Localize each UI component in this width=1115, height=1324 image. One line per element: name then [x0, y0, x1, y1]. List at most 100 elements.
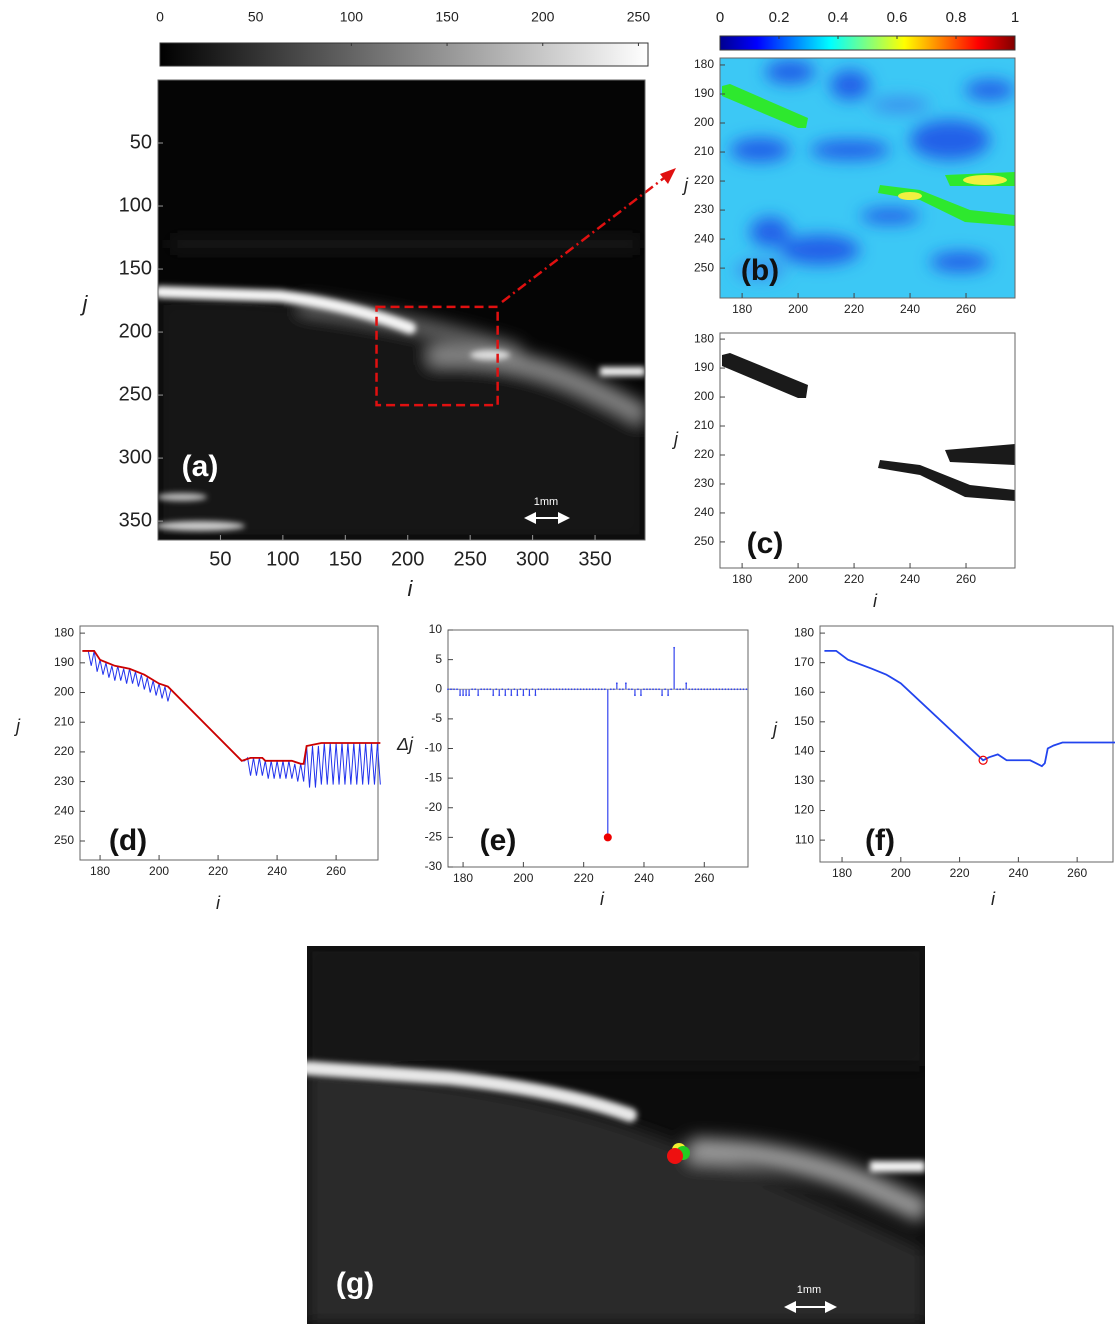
- stem-marker: [664, 688, 666, 690]
- y-axis-label: Δj: [396, 734, 414, 754]
- y-tick-label: 230: [694, 202, 714, 216]
- y-tick-label: 150: [794, 714, 814, 728]
- y-axis-label: j: [13, 716, 21, 736]
- stem-marker: [565, 688, 567, 690]
- y-tick-label: 240: [54, 803, 74, 817]
- y-tick-label: 110: [795, 832, 814, 846]
- stem-marker: [550, 688, 552, 690]
- stem-marker: [737, 688, 739, 690]
- y-tick-label: 250: [694, 534, 714, 548]
- stem-marker: [734, 688, 736, 690]
- x-tick-label: 200: [788, 302, 808, 316]
- y-tick-label: 200: [694, 389, 714, 403]
- colorbar-tick-label: 0: [156, 9, 164, 25]
- y-tick-label: -15: [425, 770, 443, 784]
- y-tick-label: -25: [425, 830, 443, 844]
- stem-marker: [522, 694, 524, 696]
- stem-marker: [601, 688, 603, 690]
- stem-marker: [553, 688, 555, 690]
- stem-marker: [519, 688, 521, 690]
- x-tick-label: 260: [956, 302, 976, 316]
- stem-marker: [486, 688, 488, 690]
- y-tick-label: 180: [794, 625, 814, 639]
- stem-marker: [649, 688, 651, 690]
- stem-marker: [646, 688, 648, 690]
- x-tick-label: 50: [209, 548, 231, 570]
- stem-marker: [510, 694, 512, 696]
- y-tick-label: 230: [54, 774, 74, 788]
- stem-marker: [622, 688, 624, 690]
- stem-marker: [480, 688, 482, 690]
- stem-marker: [456, 688, 458, 690]
- y-tick-label: -20: [425, 800, 443, 814]
- stem-marker: [673, 647, 675, 649]
- x-tick-label: 220: [950, 866, 970, 880]
- y-tick-label: -10: [425, 741, 443, 755]
- panel-label: (d): [109, 824, 147, 857]
- stem-marker: [613, 688, 615, 690]
- stem-marker: [743, 688, 745, 690]
- colorbar-tick-label: 0.2: [769, 9, 790, 26]
- colorbar: [720, 36, 1015, 50]
- y-tick-label: -30: [425, 859, 443, 873]
- y-axis-label: j: [80, 291, 89, 316]
- panel-label: (b): [741, 254, 779, 287]
- stem-marker: [619, 688, 621, 690]
- stem-marker: [746, 688, 748, 690]
- x-tick-label: 200: [788, 572, 808, 586]
- x-tick-label: 300: [516, 548, 549, 570]
- y-axis-label: j: [671, 429, 679, 449]
- stem-marker: [652, 688, 654, 690]
- x-tick-label: 240: [634, 871, 654, 885]
- stem-marker: [640, 694, 642, 696]
- y-tick-label: 150: [119, 257, 152, 279]
- stem-marker: [453, 688, 455, 690]
- stem-marker: [694, 688, 696, 690]
- x-axis-label: i: [991, 889, 996, 909]
- stem-marker: [655, 688, 657, 690]
- colorbar-tick-label: 0: [716, 9, 724, 26]
- y-tick-label: 170: [794, 655, 814, 669]
- stem-marker: [495, 688, 497, 690]
- y-tick-label: 230: [694, 476, 714, 490]
- y-tick-label: 100: [119, 194, 152, 216]
- x-axis-label: i: [600, 889, 605, 909]
- colorbar: [160, 43, 648, 66]
- stem-marker: [544, 688, 546, 690]
- x-tick-label: 200: [891, 866, 911, 880]
- stem-marker: [670, 688, 672, 690]
- x-tick-label: 220: [208, 864, 228, 878]
- line-series: [824, 651, 1115, 766]
- stem-marker: [492, 694, 494, 696]
- stem-marker: [616, 682, 618, 684]
- x-tick-label: 180: [732, 302, 752, 316]
- panel-label: (e): [480, 824, 517, 857]
- stem-marker: [529, 694, 531, 696]
- stem-marker: [667, 694, 669, 696]
- stem-marker: [628, 688, 630, 690]
- stem-marker: [532, 688, 534, 690]
- stem-marker: [447, 688, 449, 690]
- x-tick-label: 250: [453, 548, 486, 570]
- line-series: [88, 651, 380, 788]
- y-tick-label: 220: [694, 447, 714, 461]
- stem-marker: [688, 688, 690, 690]
- x-tick-label: 180: [90, 864, 110, 878]
- stem-marker: [700, 688, 702, 690]
- x-tick-label: 260: [1067, 866, 1087, 880]
- page: 5010015020025030035050100150200250300350…: [0, 0, 1115, 1324]
- y-tick-label: 200: [119, 320, 152, 342]
- panel-label: (f): [865, 824, 895, 857]
- stem-marker: [703, 688, 705, 690]
- stem-marker: [682, 688, 684, 690]
- y-tick-label: 140: [794, 744, 814, 758]
- x-tick-label: 220: [844, 302, 864, 316]
- stem-marker: [685, 682, 687, 684]
- y-tick-label: 250: [694, 260, 714, 274]
- stem-marker: [459, 694, 461, 696]
- colorbar-tick-label: 50: [248, 9, 264, 25]
- image-a: [155, 80, 645, 540]
- stem-marker: [504, 694, 506, 696]
- stem-marker: [604, 688, 606, 690]
- x-tick-label: 260: [694, 871, 714, 885]
